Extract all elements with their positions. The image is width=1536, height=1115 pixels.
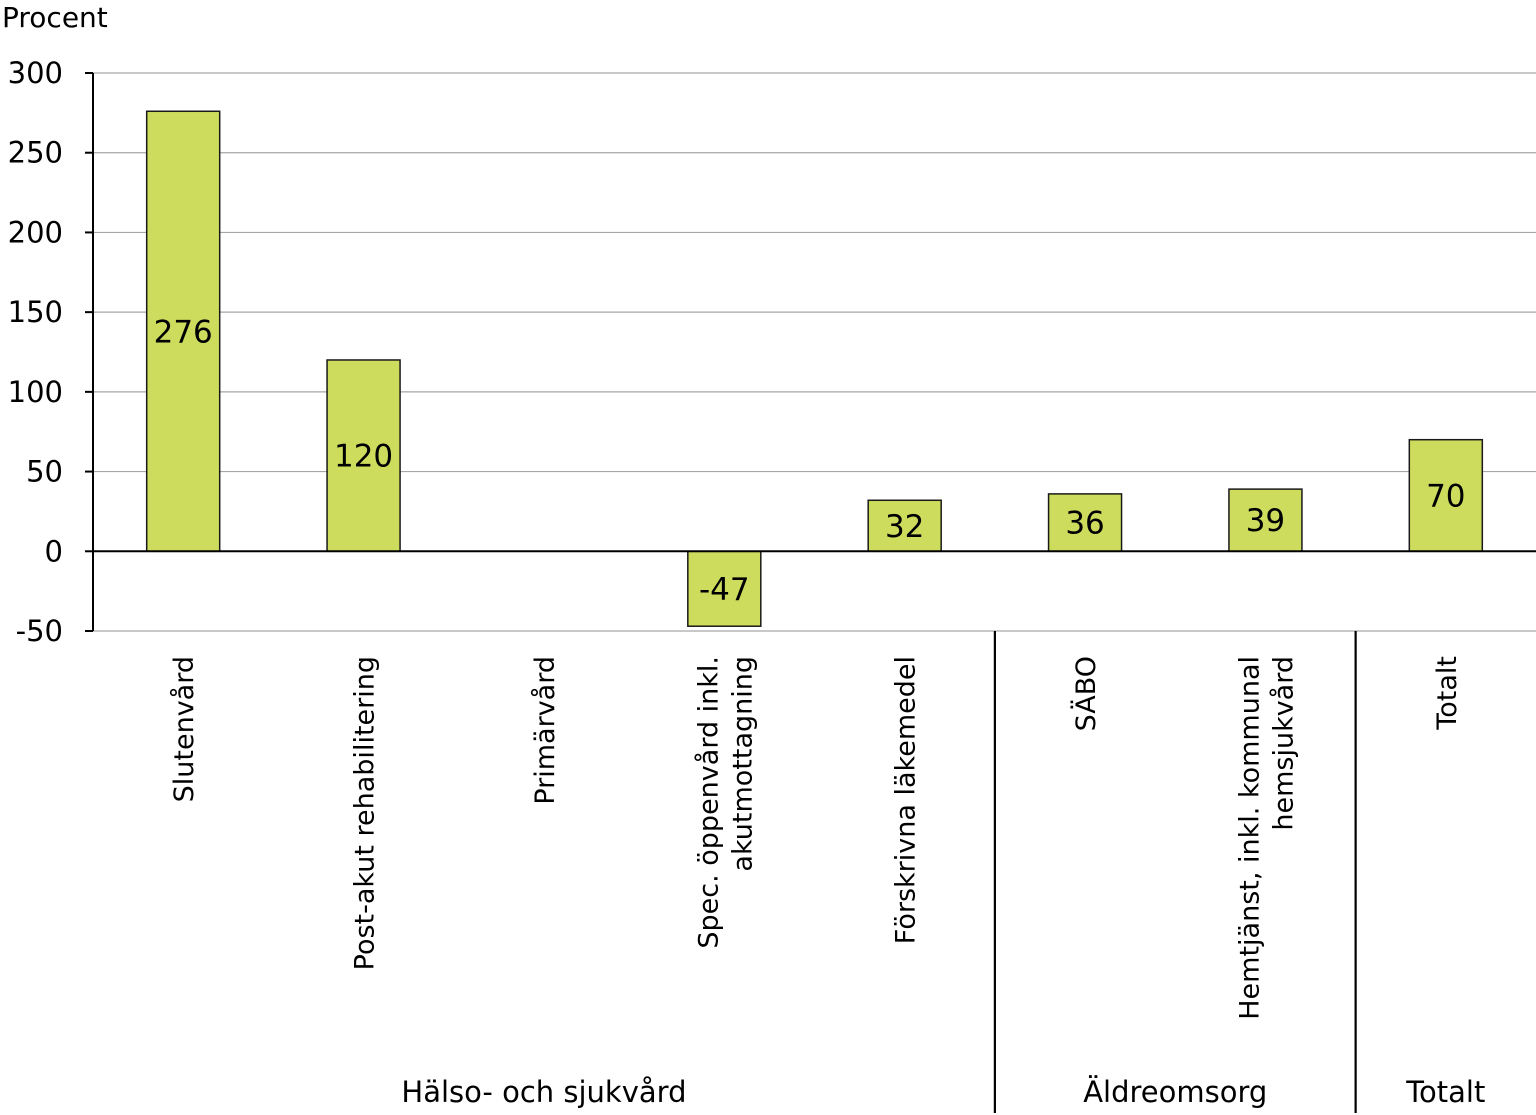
y-tick-label: 150 xyxy=(8,295,63,329)
data-label: 70 xyxy=(1426,478,1465,514)
group-label: Äldreomsorg xyxy=(1083,1075,1267,1109)
y-tick-label: 100 xyxy=(8,375,63,409)
y-tick-label: 0 xyxy=(45,534,63,568)
y-axis-label: Procent xyxy=(2,1,108,34)
category-label: Förskrivna läkemedel xyxy=(891,656,922,944)
category-label-line: hemsjukvård xyxy=(1268,656,1299,831)
group-labels: Hälso- och sjukvård Äldreomsorg Totalt xyxy=(401,1075,1485,1109)
bars: 276 120 -47 32 36 39 70 xyxy=(145,110,1484,627)
category-label-line: akutmottagning xyxy=(727,656,758,872)
y-axis-ticks: -50 0 50 100 150 200 250 300 xyxy=(8,56,93,648)
category-label: Totalt xyxy=(1432,656,1463,731)
axes xyxy=(92,73,1536,1113)
category-label-line: Primärvård xyxy=(530,656,561,805)
category-label-line: Totalt xyxy=(1432,656,1463,731)
data-label: 39 xyxy=(1246,503,1285,539)
category-labels: Slutenvård Post-akut rehabilitering Primär… xyxy=(169,656,1463,1020)
y-tick-label: 50 xyxy=(26,455,63,489)
data-label: 276 xyxy=(154,314,213,350)
data-label: 36 xyxy=(1065,506,1104,542)
data-label: -47 xyxy=(699,572,750,608)
category-label-line: Spec. öppenvård inkl. xyxy=(693,656,724,949)
category-label-line: Förskrivna läkemedel xyxy=(891,656,922,944)
bar xyxy=(687,550,762,627)
category-label: Hemtjänst, inkl. kommunal hemsjukvård xyxy=(1234,656,1299,1020)
data-label: 120 xyxy=(334,439,393,475)
category-label: Slutenvård xyxy=(169,656,200,802)
y-tick-label: 250 xyxy=(8,136,63,170)
category-label-line: SÄBO xyxy=(1070,656,1102,731)
category-label: Post-akut rehabilitering xyxy=(350,656,381,970)
y-tick-label: 300 xyxy=(8,56,63,90)
category-label-line: Post-akut rehabilitering xyxy=(350,656,381,970)
gridlines xyxy=(93,72,1536,632)
category-label-line: Hemtjänst, inkl. kommunal xyxy=(1234,656,1265,1020)
category-label: Spec. öppenvård inkl. akutmottagning xyxy=(693,656,758,949)
y-tick-label: -50 xyxy=(16,614,63,648)
group-label: Totalt xyxy=(1405,1075,1485,1109)
category-label: Primärvård xyxy=(530,656,561,805)
bar xyxy=(867,499,942,553)
category-label: SÄBO xyxy=(1070,656,1102,731)
y-tick-label: 200 xyxy=(8,215,63,249)
bar xyxy=(145,110,221,553)
data-label: 32 xyxy=(885,509,924,545)
bar xyxy=(326,359,401,553)
category-label-line: Slutenvård xyxy=(169,656,200,802)
group-label: Hälso- och sjukvård xyxy=(401,1075,686,1109)
